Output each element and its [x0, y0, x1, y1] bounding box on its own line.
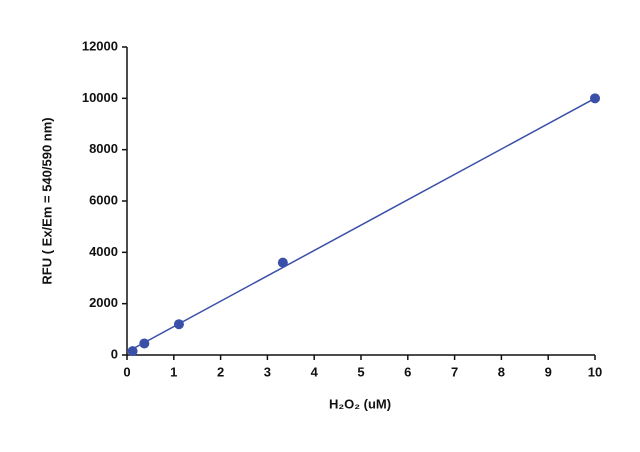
data-point: [127, 346, 138, 357]
x-tick-label: 7: [451, 364, 458, 379]
x-tick-label: 1: [170, 364, 177, 379]
data-point: [173, 319, 184, 330]
x-tick-label: 3: [264, 364, 271, 379]
data-point: [590, 93, 600, 104]
data-point: [277, 257, 288, 268]
x-tick-label: 4: [311, 364, 319, 379]
x-tick-label: 6: [404, 364, 411, 379]
y-axis-label: RFU ( Ex/Em = 540/590 nm): [39, 117, 54, 284]
data-point: [139, 338, 150, 349]
y-tick-label: 10000: [82, 90, 118, 105]
y-tick-label: 4000: [89, 244, 118, 259]
x-tick-label: 10: [588, 364, 602, 379]
x-tick-label: 0: [123, 364, 130, 379]
y-tick-label: 0: [111, 346, 118, 361]
x-tick-label: 8: [498, 364, 505, 379]
x-axis-label: H₂O₂ (uM): [329, 396, 391, 411]
y-tick-label: 2000: [89, 295, 118, 310]
y-tick-label: 12000: [82, 38, 118, 53]
x-tick-label: 9: [545, 364, 552, 379]
y-tick-label: 8000: [89, 141, 118, 156]
x-tick-label: 2: [217, 364, 224, 379]
fit-line: [126, 97, 596, 353]
x-tick-label: 5: [357, 364, 364, 379]
y-tick-label: 6000: [89, 192, 118, 207]
